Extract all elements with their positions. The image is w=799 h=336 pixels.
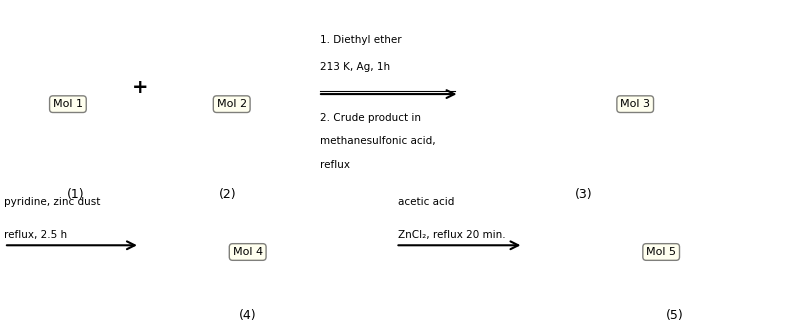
Text: (3): (3) [574, 188, 592, 201]
Text: methanesulfonic acid,: methanesulfonic acid, [320, 136, 435, 146]
Text: Mol 2: Mol 2 [217, 99, 247, 109]
Text: (1): (1) [67, 188, 85, 201]
Text: acetic acid: acetic acid [398, 197, 455, 207]
Text: Mol 3: Mol 3 [620, 99, 650, 109]
Text: (2): (2) [219, 188, 237, 201]
Text: (4): (4) [239, 309, 256, 322]
Text: Mol 4: Mol 4 [233, 247, 263, 257]
Text: Mol 5: Mol 5 [646, 247, 676, 257]
Text: reflux: reflux [320, 160, 350, 170]
Text: 1. Diethyl ether: 1. Diethyl ether [320, 35, 401, 45]
Text: +: + [132, 78, 148, 97]
Text: (5): (5) [666, 309, 684, 322]
Text: 213 K, Ag, 1h: 213 K, Ag, 1h [320, 62, 390, 72]
Text: 2. Crude product in: 2. Crude product in [320, 113, 420, 123]
Text: pyridine, zinc dust: pyridine, zinc dust [4, 197, 101, 207]
Text: reflux, 2.5 h: reflux, 2.5 h [4, 230, 67, 240]
Text: Mol 1: Mol 1 [53, 99, 83, 109]
Text: ZnCl₂, reflux 20 min.: ZnCl₂, reflux 20 min. [398, 230, 506, 240]
